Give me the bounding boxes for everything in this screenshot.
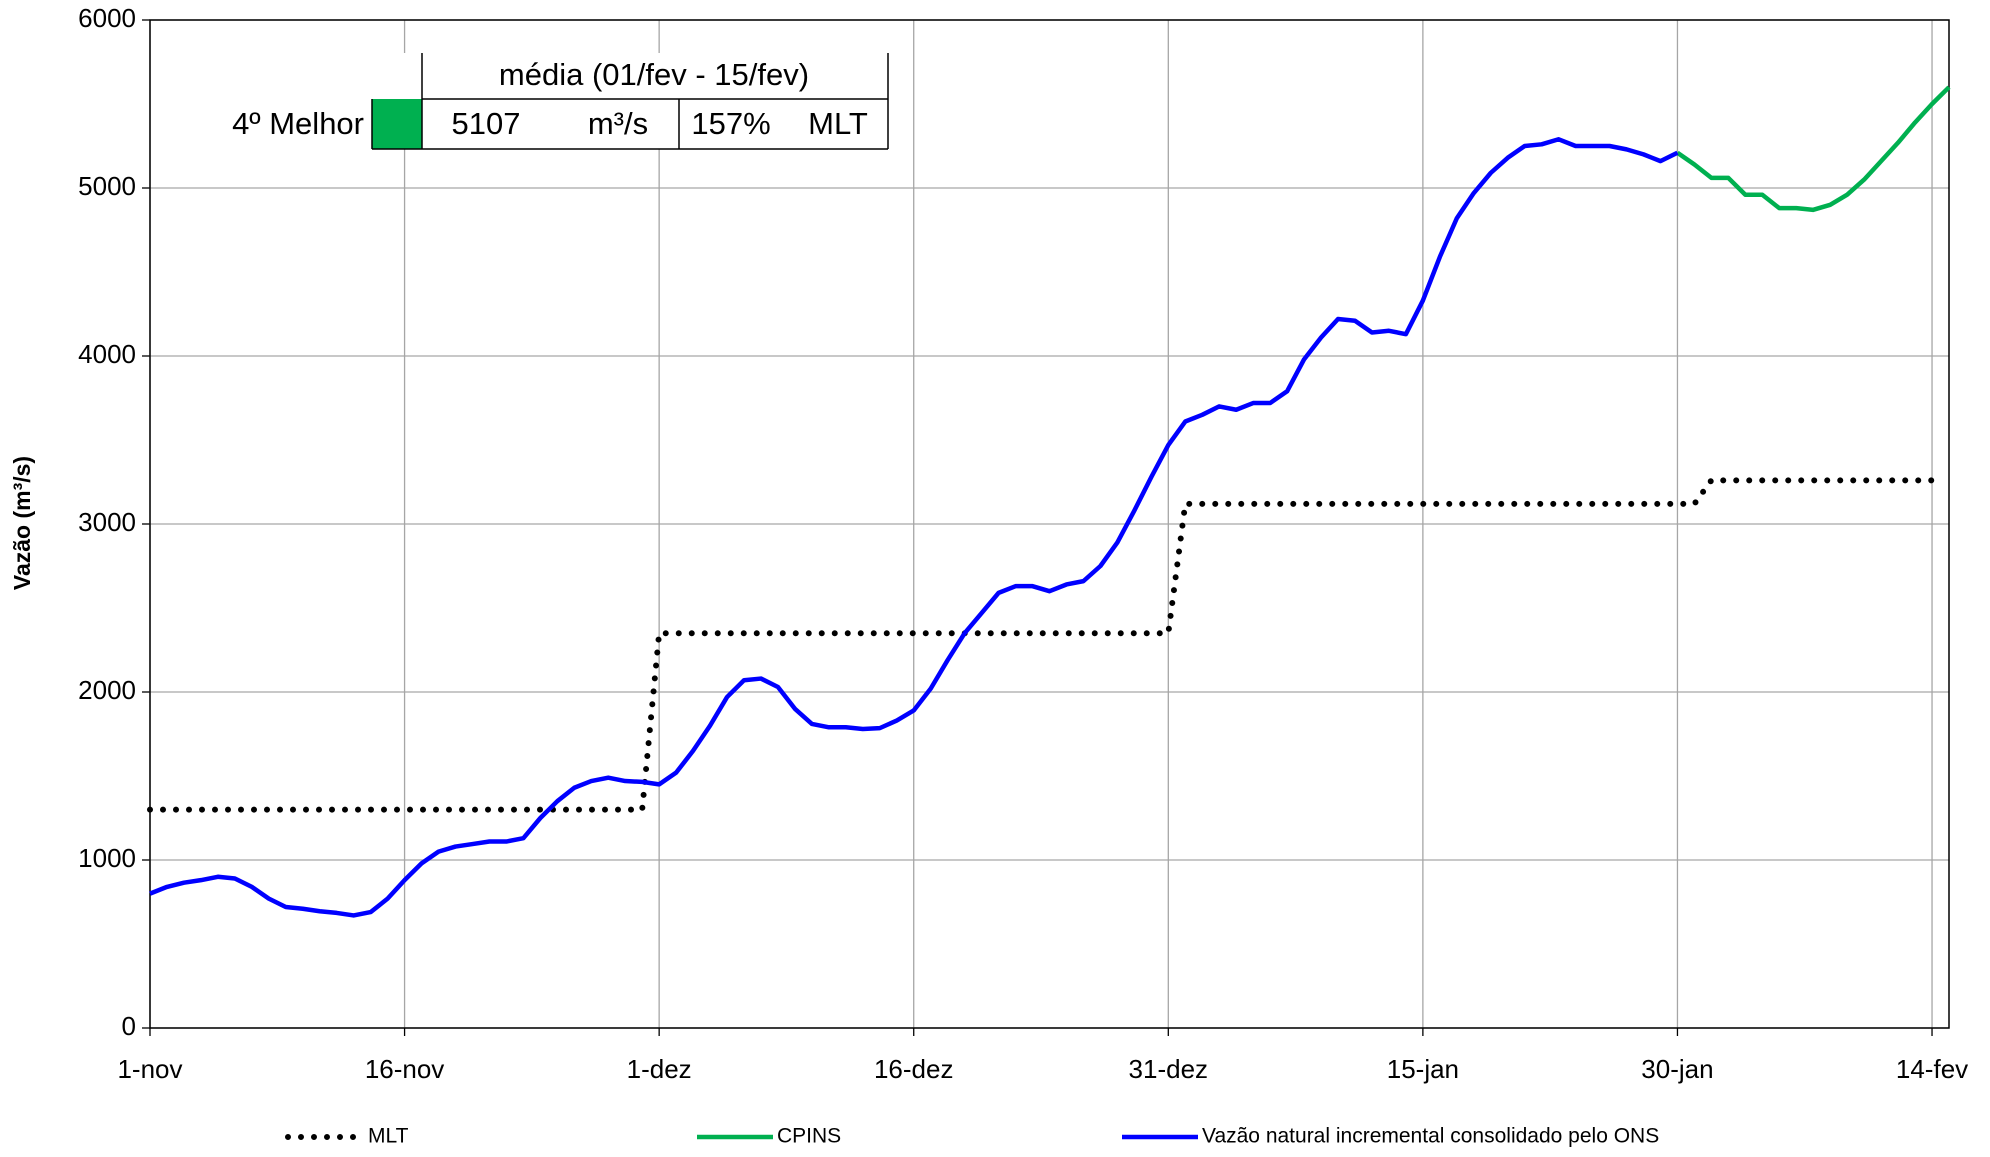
x-tick-label: 1-nov	[117, 1054, 182, 1084]
inset-table: média (01/fev - 15/fev) 4º Melhor 5107 m…	[232, 53, 889, 150]
y-tick-label: 6000	[78, 3, 136, 33]
lines	[147, 85, 1951, 918]
x-tick-label: 16-dez	[874, 1054, 954, 1084]
plot-frame	[149, 19, 1950, 1029]
inset-reference: MLT	[808, 106, 868, 141]
legend-label: Vazão natural incremental consolidado pe…	[1202, 1125, 1659, 1148]
legend-label: CPINS	[777, 1125, 841, 1148]
x-tick-label: 15-jan	[1387, 1054, 1459, 1084]
x-tick-label: 16-nov	[365, 1054, 445, 1084]
inset-unit: m³/s	[588, 106, 648, 141]
x-tick-label: 30-jan	[1641, 1054, 1713, 1084]
x-tick-label: 14-fev	[1896, 1054, 1968, 1084]
y-tick-label: 0	[122, 1011, 136, 1041]
y-tick-label: 2000	[78, 675, 136, 705]
inset-header: média (01/fev - 15/fev)	[499, 57, 809, 92]
series-line	[1676, 85, 1951, 213]
y-tick-label: 5000	[78, 171, 136, 201]
series-line	[149, 137, 1679, 918]
legend-label: MLT	[368, 1125, 409, 1148]
inset-mean: 5107	[452, 106, 521, 141]
inset-percent: 157%	[691, 106, 770, 141]
legend: MLT CPINS Vazão natural incremental consol…	[285, 1125, 1659, 1148]
y-tick-label: 4000	[78, 339, 136, 369]
series-line	[147, 477, 1936, 813]
x-tick-label: 1-dez	[627, 1054, 692, 1084]
inset-background	[372, 53, 888, 149]
inset-rank: 4º Melhor	[232, 106, 364, 141]
y-tick-label: 3000	[78, 507, 136, 537]
y-tick-label: 1000	[78, 843, 136, 873]
rank-swatch	[372, 99, 422, 149]
x-tick-label: 31-dez	[1129, 1054, 1209, 1084]
grid: 0 1000 2000 3000 4000 5000 6000 1-nov 16-nov 1-de…	[78, 3, 1968, 1084]
y-axis-label: Vazão (m³/s)	[9, 456, 35, 590]
